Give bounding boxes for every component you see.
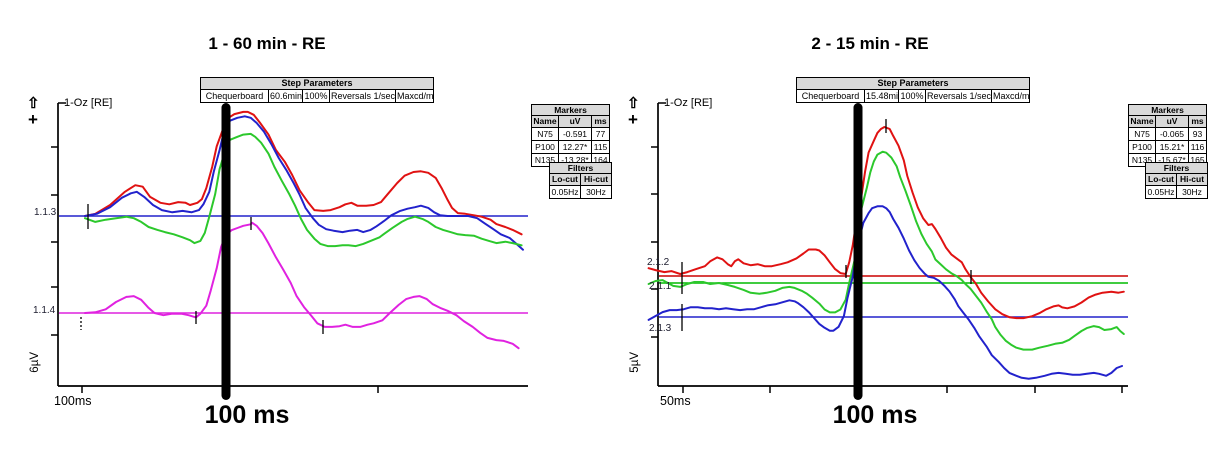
table-row: P100 15.21* 116: [1128, 140, 1208, 154]
filters-col-locut: Lo-cut: [1145, 173, 1177, 186]
step-cell-contrast: 100%: [302, 89, 330, 103]
latency-annotation: 100 ms: [832, 401, 918, 429]
filters-col-hicut: Hi-cut: [579, 173, 613, 186]
step-parameters-table: Step Parameters Chequerboard 60.6min 100…: [199, 77, 435, 103]
step-parameters-header: Step Parameters: [795, 77, 1031, 90]
step-parameters-table: Step Parameters Chequerboard 15.48min 10…: [795, 77, 1031, 103]
step-cell-rate: Reversals 1/sec: [329, 89, 396, 103]
y-scale-label: 6µV: [29, 352, 41, 373]
step-cell-contrast: 100%: [898, 89, 926, 103]
up-arrow-icon: ⇧: [627, 95, 640, 112]
table-row: N75 -0.065 93: [1128, 127, 1208, 141]
panel-title: 1 - 60 min - RE: [208, 34, 326, 53]
markers-table: Markers Name uV ms N75 -0.065 93 P100 15…: [1127, 104, 1208, 167]
filters-locut-value: 0.05Hz: [1145, 185, 1177, 199]
latency-annotation: 100 ms: [204, 401, 290, 429]
step-cell-luminance: Maxcd/m²: [990, 89, 1031, 103]
filters-col-hicut: Hi-cut: [1175, 173, 1209, 186]
markers-table: Markers Name uV ms N75 -0.591 77 P100 12…: [530, 104, 611, 167]
trace-red: [84, 110, 523, 236]
markers-header: Markers: [1127, 104, 1208, 116]
channel-label: 1-Oz [RE]: [664, 97, 713, 109]
filters-col-locut: Lo-cut: [549, 173, 581, 186]
trace-label: 2.1.3: [649, 323, 672, 334]
markers-col-ms: ms: [590, 115, 611, 128]
step-parameters-header: Step Parameters: [199, 77, 435, 90]
filters-header: Filters: [548, 162, 613, 174]
panel-title: 2 - 15 min - RE: [811, 34, 929, 53]
markers-col-ms: ms: [1187, 115, 1208, 128]
step-cell-checksize: 60.6min: [268, 89, 303, 103]
table-row: P100 12.27* 115: [531, 140, 611, 154]
plus-icon: +: [28, 110, 38, 129]
trace-green-2.1.1: [647, 150, 1125, 351]
step-cell-stimulus: Chequerboard: [796, 89, 865, 103]
markers-col-name: Name: [531, 115, 559, 128]
trace-green: [84, 132, 523, 248]
markers-col-uv: uV: [1155, 115, 1189, 128]
filters-locut-value: 0.05Hz: [549, 185, 581, 199]
channel-label: 1-Oz [RE]: [64, 97, 113, 109]
x-scale-label: 100ms: [54, 394, 92, 408]
x-scale-label: 50ms: [660, 394, 691, 408]
trace-label: 1.1.3: [34, 207, 57, 218]
filters-table: Filters Lo-cut Hi-cut 0.05Hz 30Hz: [548, 162, 613, 199]
filters-hicut-value: 30Hz: [1175, 185, 1209, 199]
y-scale-label: 5µV: [629, 352, 641, 373]
plus-icon: +: [628, 110, 638, 129]
up-arrow-icon: ⇧: [27, 95, 40, 112]
trace-label: 2.1.1: [649, 281, 672, 292]
trace-label: 1.1.4: [33, 305, 56, 316]
markers-col-uv: uV: [558, 115, 592, 128]
trace-blue-2.1.3: [647, 205, 1123, 380]
filters-header: Filters: [1144, 162, 1209, 174]
markers-col-name: Name: [1128, 115, 1156, 128]
markers-header: Markers: [530, 104, 611, 116]
filters-hicut-value: 30Hz: [579, 185, 613, 199]
latency-marker-line: [221, 103, 231, 400]
trace-magenta-1.1.4: [84, 221, 520, 350]
step-cell-rate: Reversals 1/sec: [925, 89, 992, 103]
step-cell-stimulus: Chequerboard: [200, 89, 269, 103]
table-row: N75 -0.591 77: [531, 127, 611, 141]
trace-blue-1.1.3: [84, 115, 524, 251]
filters-table: Filters Lo-cut Hi-cut 0.05Hz 30Hz: [1144, 162, 1209, 199]
step-cell-checksize: 15.48min: [864, 89, 899, 103]
trace-label: 2.1.2: [647, 257, 670, 268]
step-cell-luminance: Maxcd/m²: [394, 89, 435, 103]
latency-marker-line: [853, 103, 863, 400]
trace-red-2.1.2: [647, 126, 1125, 320]
